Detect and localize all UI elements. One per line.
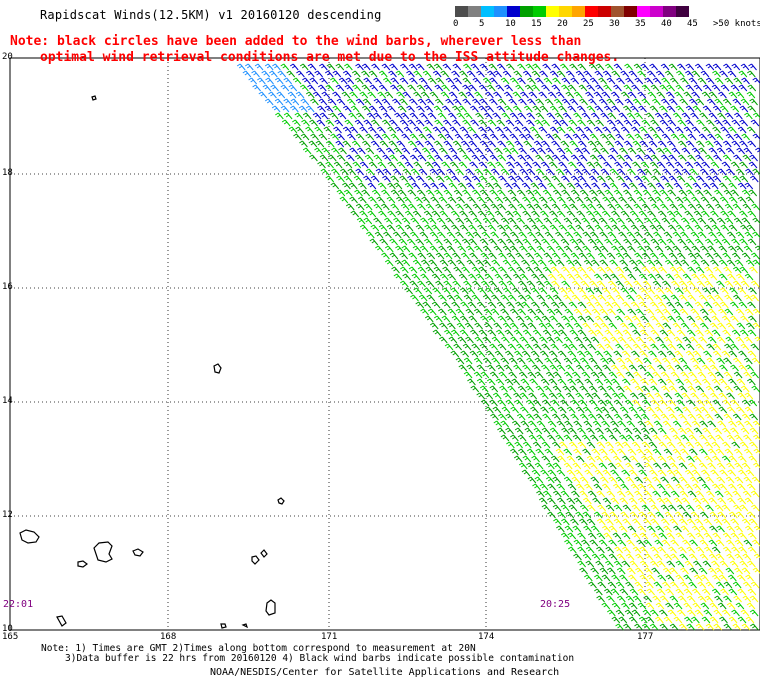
- legend-swatch: [585, 6, 598, 17]
- island-outlines: [19, 95, 285, 629]
- legend-swatch: [481, 6, 494, 17]
- lat-label: 10: [2, 624, 13, 634]
- lon-label: 165: [2, 632, 19, 642]
- legend-label: 0: [453, 19, 459, 29]
- legend-swatch: [663, 6, 676, 17]
- legend-swatch: [468, 6, 481, 17]
- legend-color-bar: [455, 6, 755, 17]
- legend-swatch: [650, 6, 663, 17]
- map-title: Rapidscat Winds(12.5KM) v1 20160120 desc…: [40, 8, 382, 22]
- lon-label: 177: [637, 632, 654, 642]
- lat-lon-grid: [10, 58, 760, 630]
- lon-label: 171: [321, 632, 338, 642]
- legend-swatch: [494, 6, 507, 17]
- legend-swatch: [546, 6, 559, 17]
- time-right: 20:25: [540, 599, 571, 610]
- contamination-note: Note: black circles have been added to t…: [10, 34, 619, 66]
- legend-swatch: [624, 6, 637, 17]
- footnote-line-1: Note: 1) Times are GMT 2)Times along bot…: [41, 643, 476, 654]
- lon-label: 174: [478, 632, 495, 642]
- legend-swatch: [520, 6, 533, 17]
- footnote-line-2: 3)Data buffer is 22 hrs from 20160120 4)…: [65, 653, 575, 664]
- legend-label: 10: [505, 19, 516, 29]
- legend-label: 45: [687, 19, 698, 29]
- wind-barbs: [236, 63, 760, 631]
- time-left: 22:01: [3, 599, 34, 610]
- legend-label: >50 knots: [713, 19, 760, 29]
- note-line-1: Note: black circles have been added to t…: [10, 34, 582, 49]
- lat-label: 12: [2, 510, 13, 520]
- legend-label: 20: [557, 19, 568, 29]
- note-line-2: optimal wind retrieval conditions are me…: [40, 50, 620, 65]
- legend-swatch: [676, 6, 689, 17]
- legend-swatch: [455, 6, 468, 17]
- legend-label: 30: [609, 19, 620, 29]
- legend-swatch: [598, 6, 611, 17]
- legend-labels: 0 5 10 15 20 25 30 35 40 45 >50 knots: [453, 17, 760, 31]
- legend-label: 5: [479, 19, 485, 29]
- legend-label: 40: [661, 19, 672, 29]
- credit-line: NOAA/NESDIS/Center for Satellite Applica…: [210, 667, 560, 678]
- lat-label: 20: [2, 52, 13, 62]
- legend-label: 25: [583, 19, 594, 29]
- legend-swatch: [559, 6, 572, 17]
- legend-swatch: [572, 6, 585, 17]
- legend-swatch: [533, 6, 546, 17]
- legend-swatch: [611, 6, 624, 17]
- lat-label: 14: [2, 396, 13, 406]
- wind-speed-legend: 0 5 10 15 20 25 30 35 40 45 >50 knots: [453, 6, 760, 31]
- lon-label: 168: [160, 632, 177, 642]
- lat-label: 18: [2, 168, 13, 178]
- legend-label: 15: [531, 19, 542, 29]
- legend-swatch: [507, 6, 520, 17]
- legend-label: 35: [635, 19, 646, 29]
- legend-swatch: [637, 6, 650, 17]
- lat-label: 16: [2, 282, 13, 292]
